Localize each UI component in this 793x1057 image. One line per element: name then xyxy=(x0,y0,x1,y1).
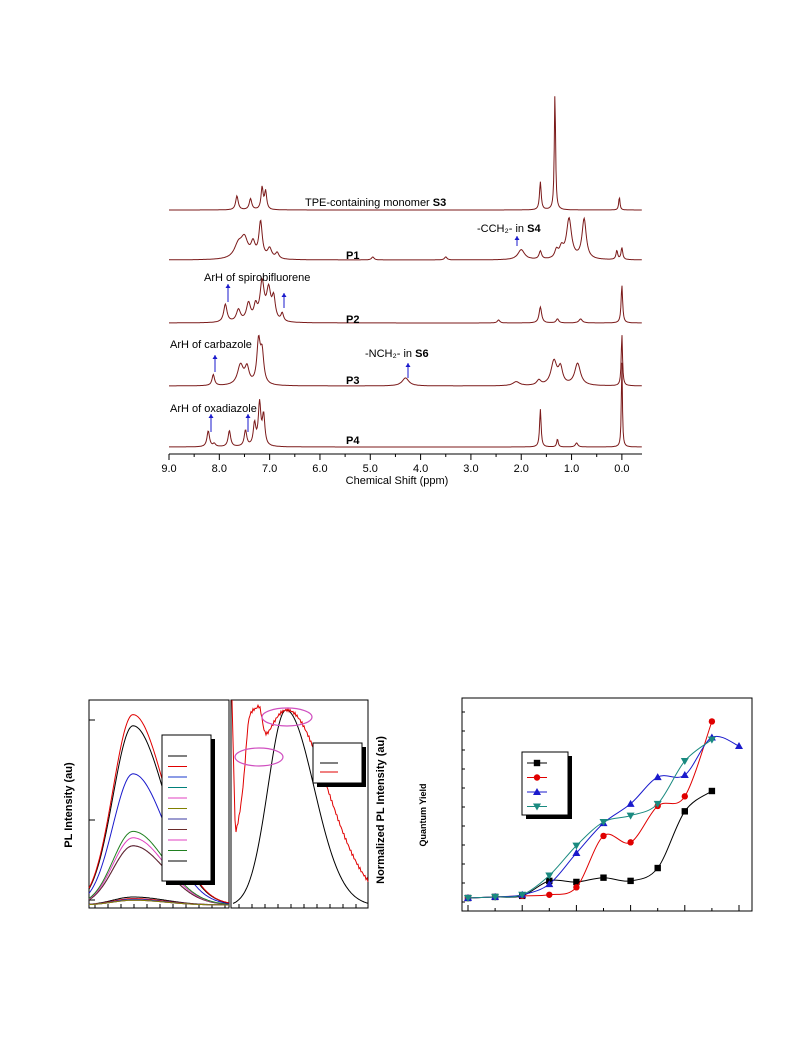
pl-y-axis-label: PL Intensity (au) xyxy=(63,762,75,848)
qy-point xyxy=(627,839,634,846)
qy-point xyxy=(626,799,635,807)
npl-y-axis-label: Normalized PL Intensity (au) xyxy=(375,736,387,884)
pl-emission-curve xyxy=(88,845,229,905)
npl-highlight-peak xyxy=(261,707,313,727)
qy-point xyxy=(546,891,553,898)
nmr-trace xyxy=(169,334,642,387)
qy-point xyxy=(572,842,581,850)
annotation-s4: -CCH₂- in S4 xyxy=(477,223,541,235)
nmr-trace xyxy=(169,216,642,261)
npl-legend xyxy=(312,742,366,787)
qy-series-line xyxy=(467,790,713,899)
qy-point xyxy=(680,758,689,766)
nmr-x-tick-label: 5.0 xyxy=(363,463,378,475)
arrow-head xyxy=(212,355,218,359)
arrow-head xyxy=(245,414,251,418)
pl-emission-curve xyxy=(88,714,230,904)
qy-point xyxy=(464,895,472,902)
qy-point xyxy=(707,736,716,744)
nmr-x-tick-label: 7.0 xyxy=(262,463,277,475)
qy-point xyxy=(491,893,500,901)
nmr-x-tick-label: 8.0 xyxy=(212,463,227,475)
trace-label-p2: P2 xyxy=(346,314,359,326)
npl-plot-frame xyxy=(230,699,369,909)
nmr-x-tick-label: 3.0 xyxy=(463,463,478,475)
nmr-x-axis-label: Chemical Shift (ppm) xyxy=(346,475,449,487)
npl-curve-red xyxy=(231,699,369,883)
qy-point xyxy=(735,742,743,750)
qy-point xyxy=(708,787,716,795)
pl-emission-curve xyxy=(88,899,229,906)
qy-point xyxy=(533,759,541,767)
annotation-spirobifluorene: ArH of spirobifluorene xyxy=(204,272,310,284)
qy-point xyxy=(572,849,581,857)
normalized-pl-chart: Normalized PL Intensity (au) xyxy=(230,699,387,909)
trace-label-p3: P3 xyxy=(346,375,359,387)
nmr-trace xyxy=(169,96,642,211)
qy-point xyxy=(545,880,554,888)
arrow-head xyxy=(225,284,231,288)
qy-point xyxy=(533,788,541,795)
nmr-x-tick-label: 4.0 xyxy=(413,463,428,475)
arrow-head xyxy=(405,363,411,367)
qy-point xyxy=(626,812,635,820)
qy-plot-frame xyxy=(461,697,753,912)
arrow-head xyxy=(208,414,214,418)
nmr-trace xyxy=(169,277,642,324)
nmr-x-tick-label: 9.0 xyxy=(161,463,176,475)
qy-series-line xyxy=(467,721,713,899)
nmr-chart: 9.0 8.0 7.0 6.0 5.0 4.0 3.0 2.0 1.0 0.0 Chemical … xyxy=(161,96,642,487)
qy-series-line xyxy=(467,739,713,899)
qy-point xyxy=(573,878,580,886)
nmr-x-tick-label: 6.0 xyxy=(312,463,327,475)
qy-point xyxy=(654,864,661,872)
trace-label-p1: P1 xyxy=(346,250,359,262)
pl-emission-curve xyxy=(88,773,230,904)
qy-point xyxy=(599,819,608,827)
qy-point xyxy=(653,773,662,781)
pl-intensity-chart: PL Intensity (au) xyxy=(63,699,230,909)
annotation-oxadiazole: ArH of oxadiazole xyxy=(170,403,257,415)
quantum-yield-chart: Quantum Yield xyxy=(418,697,753,912)
npl-highlight-vibronic xyxy=(234,747,284,767)
qy-point xyxy=(533,803,541,811)
arrow-head xyxy=(281,293,287,297)
npl-curve-black xyxy=(232,709,369,904)
annotation-s3: TPE-containing monomer S3 xyxy=(305,197,446,209)
qy-legend xyxy=(521,751,572,819)
qy-point xyxy=(653,800,662,808)
trace-label-p4: P4 xyxy=(346,435,360,447)
pl-legend xyxy=(161,734,215,885)
annotation-arrows xyxy=(208,236,520,432)
nmr-trace xyxy=(169,362,642,448)
qy-y-axis-label: Quantum Yield xyxy=(418,783,428,846)
qy-point xyxy=(518,891,527,899)
qy-point xyxy=(681,793,688,800)
annotation-carbazole: ArH of carbazole xyxy=(170,339,252,351)
qy-point xyxy=(600,832,607,840)
pl-plot-frame xyxy=(88,699,230,909)
pl-emission-curve xyxy=(88,725,230,904)
qy-point xyxy=(680,770,689,778)
qy-point xyxy=(545,872,554,880)
nmr-x-tick-label: 1.0 xyxy=(564,463,579,475)
pl-emission-curve xyxy=(88,830,230,905)
qy-point xyxy=(708,718,716,725)
qy-point xyxy=(573,884,580,891)
nmr-x-tick-label: 2.0 xyxy=(514,463,529,475)
annotation-s6: -NCH₂- in S6 xyxy=(365,348,429,360)
arrow-head xyxy=(514,236,520,240)
qy-series-line xyxy=(467,735,740,899)
nmr-x-tick-label: 0.0 xyxy=(614,463,629,475)
qy-point xyxy=(681,808,688,815)
qy-legend-box xyxy=(521,751,569,816)
qy-point xyxy=(533,774,541,781)
qy-point xyxy=(600,874,607,881)
qy-point xyxy=(627,877,634,885)
